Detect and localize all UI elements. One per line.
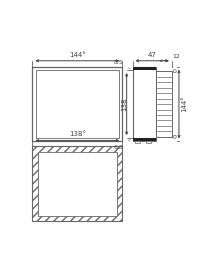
Bar [132, 67, 156, 70]
Bar [156, 71, 172, 137]
Bar [135, 141, 140, 143]
Bar [132, 67, 156, 141]
Text: 138°: 138° [69, 132, 86, 137]
Text: 47: 47 [148, 52, 157, 59]
Bar [36, 71, 119, 138]
Text: 12: 12 [173, 54, 180, 59]
Text: 8.5: 8.5 [113, 60, 130, 69]
Bar [37, 151, 117, 216]
Text: 6.3: 6.3 [113, 139, 130, 150]
Bar [132, 138, 156, 141]
Text: 144°: 144° [69, 52, 86, 58]
Bar [32, 67, 122, 141]
Bar [146, 141, 151, 143]
Bar [32, 146, 122, 221]
Text: 138: 138 [122, 97, 128, 111]
Text: 144°: 144° [181, 96, 187, 113]
